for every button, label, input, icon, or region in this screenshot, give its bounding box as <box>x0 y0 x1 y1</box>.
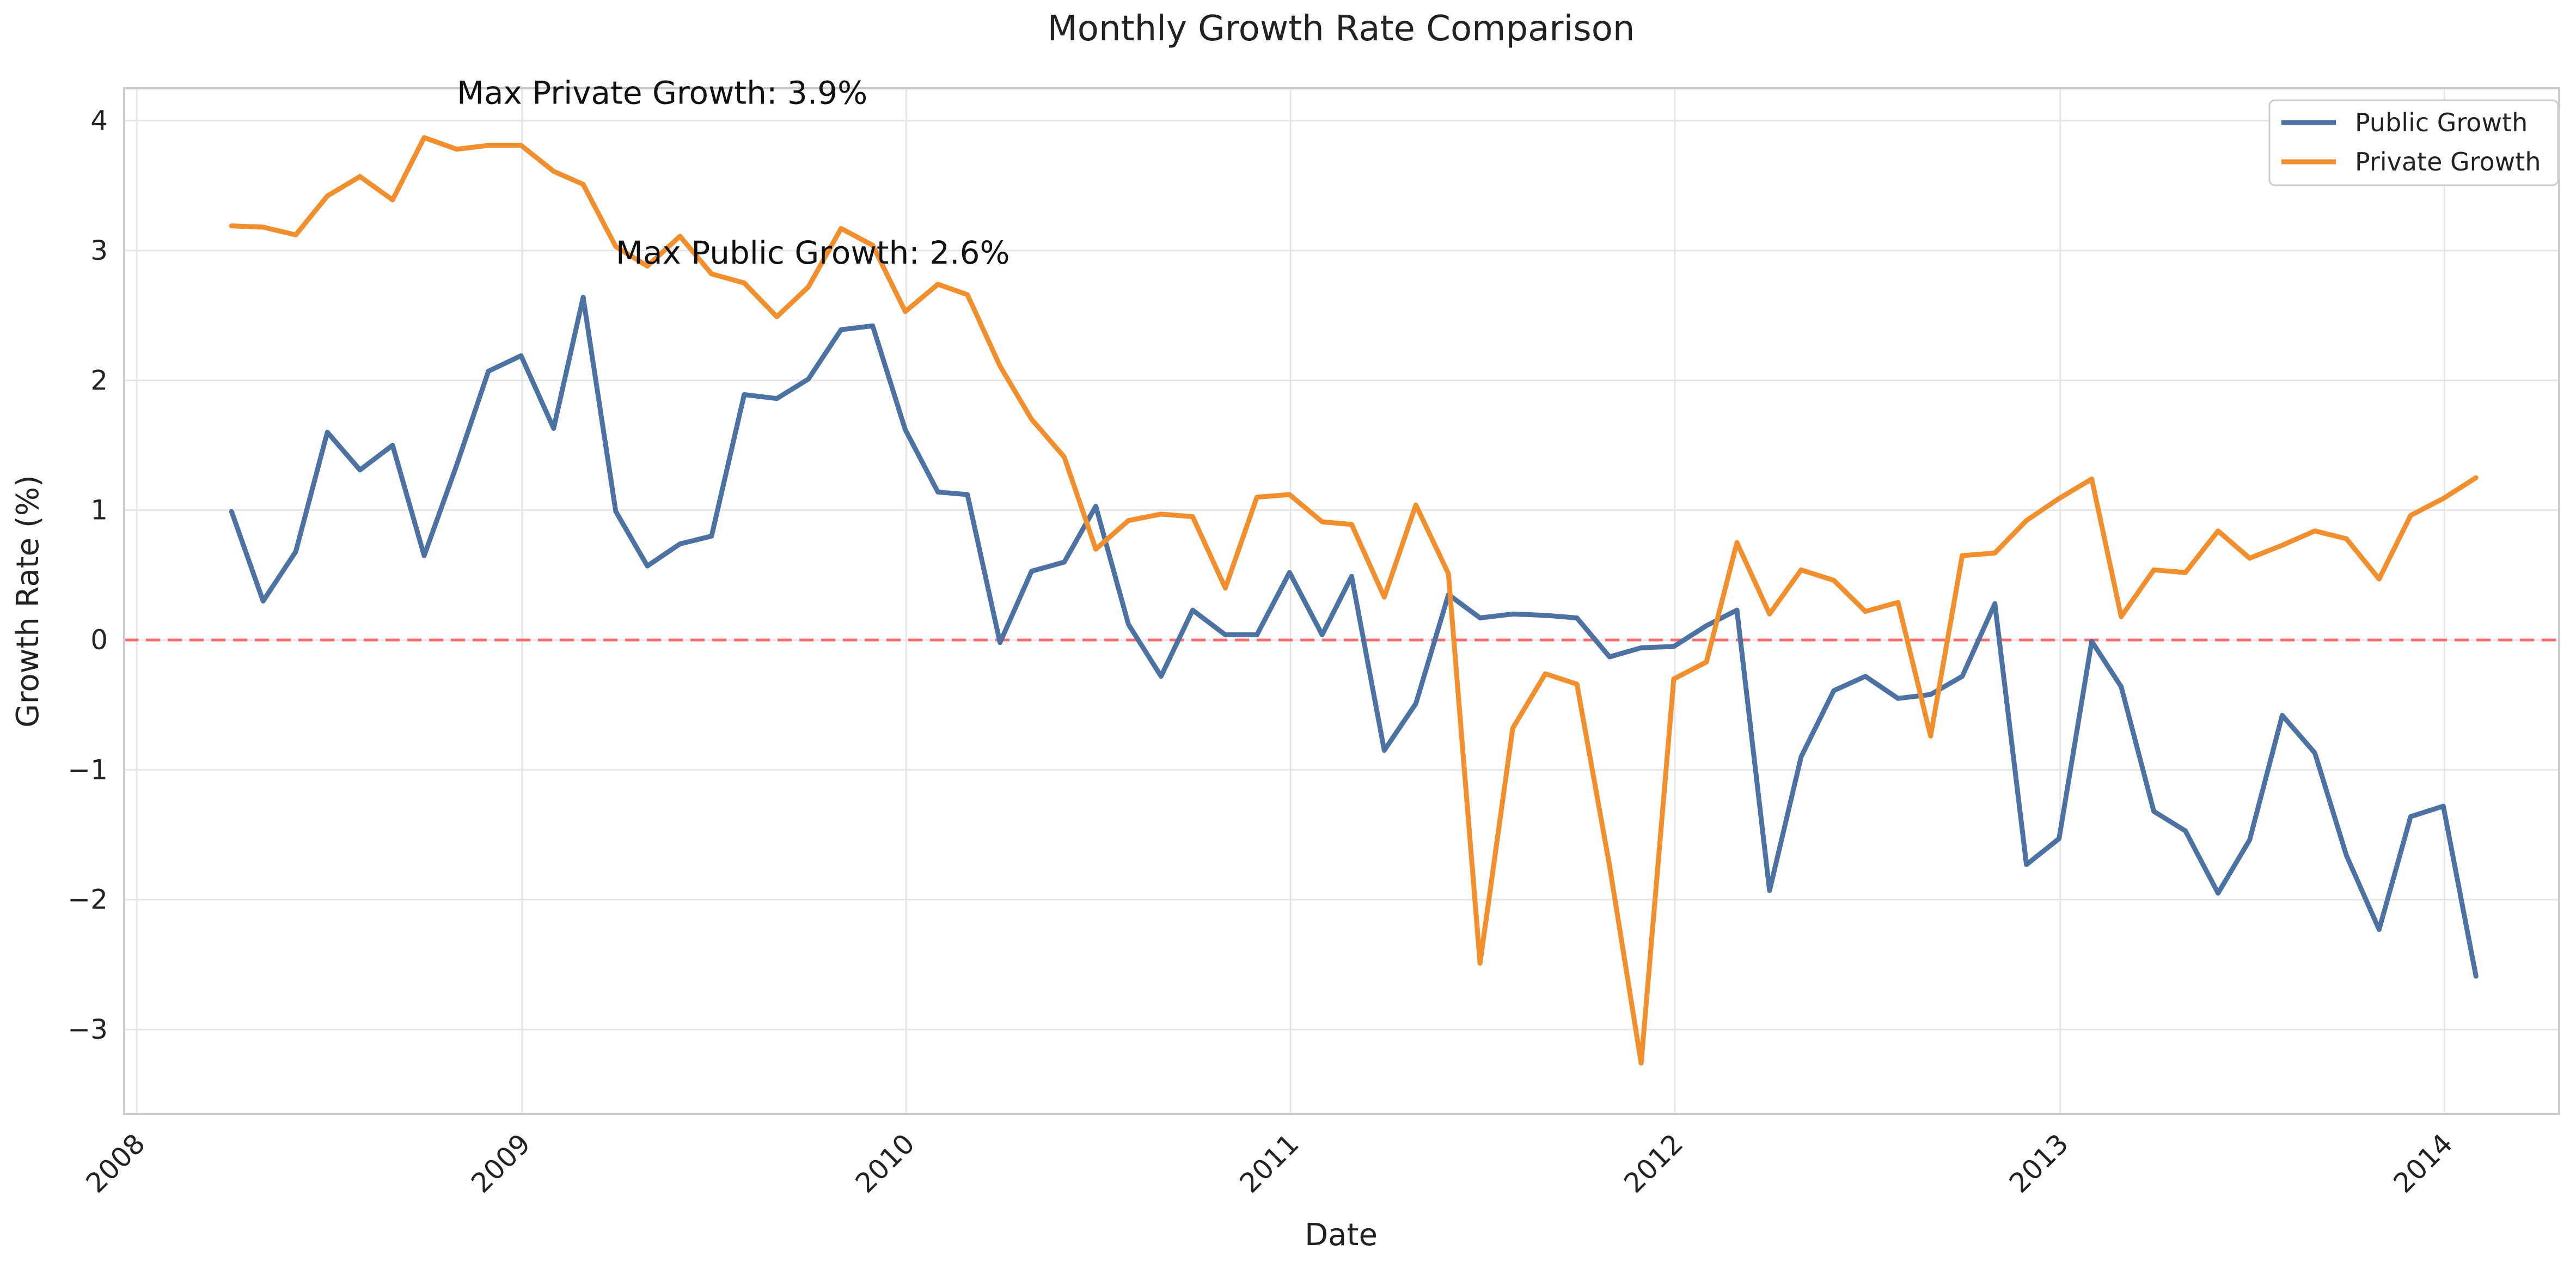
chart-title: Monthly Growth Rate Comparison <box>1048 9 1635 49</box>
annotation-label: Max Public Growth: 2.6% <box>616 234 1010 271</box>
annotations: Max Private Growth: 3.9% Max Public Growt… <box>457 75 1010 271</box>
y-tick-label: −2 <box>68 884 108 916</box>
y-tick-label: 3 <box>90 235 108 266</box>
y-tick-labels: −3 −2 −1 0 1 2 3 4 <box>68 105 108 1045</box>
y-axis-label: Growth Rate (%) <box>10 475 46 728</box>
series-line-private <box>229 135 2479 1066</box>
y-tick-label: −3 <box>68 1014 108 1045</box>
annotation-label: Max Private Growth: 3.9% <box>457 75 867 112</box>
legend-label-private: Private Growth <box>2355 147 2541 176</box>
legend: Public Growth Private Growth <box>2268 99 2559 186</box>
plot-frame <box>123 87 2560 1115</box>
y-tick-label: 4 <box>90 105 108 137</box>
y-tick-label: 1 <box>90 495 108 526</box>
y-tick-label: 2 <box>90 364 108 396</box>
y-tick-label: −1 <box>68 754 108 785</box>
series-group <box>229 135 2479 1066</box>
legend-box <box>2268 99 2559 186</box>
series-line-public <box>229 295 2479 979</box>
legend-label-public: Public Growth <box>2355 108 2528 137</box>
x-axis-label: Date <box>1305 1217 1378 1253</box>
y-tick-label: 0 <box>90 624 108 656</box>
